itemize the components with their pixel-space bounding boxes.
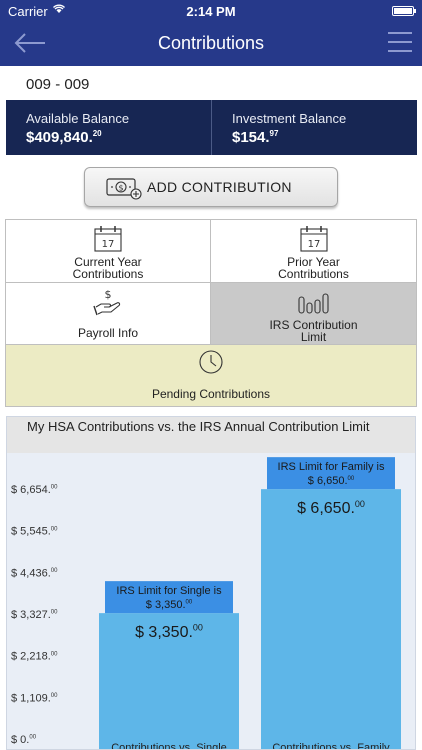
irs-limit-text-family: IRS Limit for Family is <box>278 461 385 473</box>
clock-icon <box>199 350 223 374</box>
y-tick-label: $ 5,545.00 <box>11 526 58 538</box>
investment-balance-value: $154.97 <box>232 129 279 146</box>
current-year-label-1: Current Year <box>74 255 142 269</box>
carrier-label: Carrier <box>8 4 48 19</box>
chart-plot: $ 0.00 $ 1,109.00 $ 2,218.00 $ 3,327.00 $ 4,… <box>11 457 401 750</box>
category-label-family: Contributions vs. Family <box>272 742 390 750</box>
add-contribution-button[interactable]: $ ADD CONTRIBUTION <box>84 167 338 207</box>
payroll-info-tile[interactable]: $ Payroll Info <box>6 283 211 345</box>
y-tick-label: $ 0.00 <box>11 734 37 746</box>
money-add-icon: $ <box>105 176 145 200</box>
page-title: Contributions <box>157 33 265 53</box>
irs-contribution-limit-tile[interactable]: IRS Contribution Limit <box>211 283 416 345</box>
hamburger-menu-icon[interactable] <box>388 32 412 54</box>
calendar-icon: 17 <box>94 226 122 252</box>
account-id: 009 - 009 <box>26 76 90 93</box>
bar-chart-icon <box>297 293 329 314</box>
pending-contributions-label: Pending Contributions <box>151 387 271 401</box>
investment-balance-label: Investment Balance <box>232 111 347 126</box>
irs-limit-value-family: $ 6,650.00 <box>308 475 355 487</box>
svg-text:$: $ <box>105 288 112 301</box>
available-balance-label: Available Balance <box>26 111 130 126</box>
calendar-date: 17 <box>307 239 320 250</box>
back-arrow-icon[interactable] <box>12 30 48 56</box>
y-tick-label: $ 4,436.00 <box>11 567 58 579</box>
y-tick-label: $ 2,218.00 <box>11 651 58 663</box>
y-tick-label: $ 1,109.00 <box>11 692 58 704</box>
bar-single <box>99 613 239 749</box>
irs-limit-text-single: IRS Limit for Single is <box>116 585 222 597</box>
status-bar: Carrier 2:14 PM <box>0 0 422 22</box>
bar-value-label-single: $ 3,350.00 <box>135 623 203 641</box>
chart-title: My HSA Contributions vs. the IRS Annual … <box>7 417 415 453</box>
svg-text:$: $ <box>118 184 123 193</box>
irs-limit-label-2: Limit <box>300 330 327 344</box>
navigation-bar: Carrier 2:14 PM Contributions <box>0 0 422 66</box>
calendar-icon: 17 <box>299 226 328 252</box>
available-balance-value: $409,840.20 <box>26 129 102 146</box>
irs-limit-value-single: $ 3,350.00 <box>146 599 193 611</box>
balance-bar: Available Balance $409,840.20 Investment… <box>6 100 417 155</box>
calendar-date: 17 <box>102 239 115 250</box>
prior-year-label-1: Prior Year <box>287 255 340 269</box>
y-tick-label: $ 6,654.00 <box>11 484 58 496</box>
bar-value-label-family: $ 6,650.00 <box>297 499 365 517</box>
battery-icon <box>392 6 416 16</box>
category-label-single: Contributions vs. Single <box>111 742 227 750</box>
y-tick-label: $ 3,327.00 <box>11 609 58 621</box>
add-contribution-label: ADD CONTRIBUTION <box>147 179 292 195</box>
irs-limit-box-single <box>105 581 233 614</box>
pending-contributions-tile[interactable]: Pending Contributions <box>6 345 416 406</box>
prior-year-contributions-tile[interactable]: 17 Prior Year Contributions <box>211 220 416 283</box>
payroll-info-label: Payroll Info <box>77 326 139 340</box>
available-balance: Available Balance $409,840.20 <box>6 100 211 155</box>
hand-money-icon: $ <box>93 288 121 316</box>
bar-family <box>261 489 401 749</box>
contribution-menu: 17 Current Year Contributions 17 Prior Y… <box>5 219 417 407</box>
contribution-chart: My HSA Contributions vs. the IRS Annual … <box>6 416 416 750</box>
current-year-label-2: Contributions <box>72 267 144 281</box>
investment-balance: Investment Balance $154.97 <box>211 100 417 155</box>
irs-limit-box-family <box>267 457 395 490</box>
current-year-contributions-tile[interactable]: 17 Current Year Contributions <box>6 220 211 283</box>
prior-year-label-2: Contributions <box>278 267 349 281</box>
irs-limit-label-1: IRS Contribution <box>269 318 358 332</box>
wifi-icon <box>52 3 66 17</box>
status-time: 2:14 PM <box>186 4 236 19</box>
